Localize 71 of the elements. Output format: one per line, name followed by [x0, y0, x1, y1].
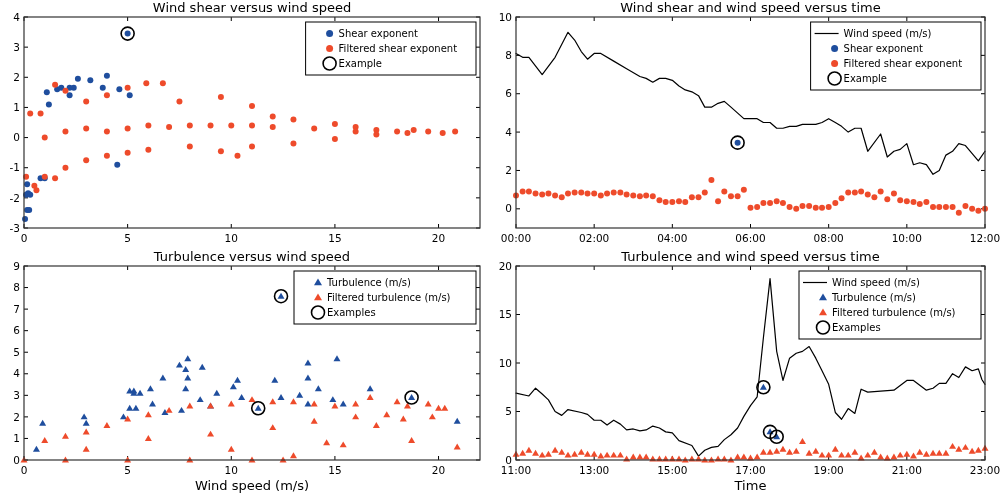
- x-tick-label: 15: [328, 464, 342, 476]
- chart-title: Turbulence versus wind speed: [152, 249, 351, 264]
- legend-label: Wind speed (m/s): [843, 28, 932, 39]
- y-tick-label: -1: [9, 161, 20, 174]
- legend-label: Shear exponent: [843, 43, 924, 54]
- y-tick-label: 7: [13, 302, 20, 315]
- y-tick-label: 4: [13, 10, 21, 23]
- y-tick-label: 2: [505, 164, 512, 177]
- x-tick-label: 23:00: [969, 464, 1001, 476]
- x-tick-label: 10: [224, 232, 238, 244]
- y-tick-label: 5: [505, 405, 512, 418]
- x-tick-label: 5: [124, 464, 131, 476]
- y-tick-label: 3: [13, 389, 20, 402]
- x-tick-label: 00:00: [500, 232, 532, 244]
- y-tick-label: 8: [13, 281, 20, 294]
- y-tick-label: 4: [505, 125, 513, 138]
- y-tick-label: 1: [13, 101, 20, 114]
- chart-title: Turbulence and wind speed versus time: [620, 249, 880, 264]
- y-tick-label: 10: [498, 356, 512, 369]
- x-tick-label: 02:00: [579, 232, 610, 244]
- y-tick-label: 0: [13, 453, 20, 466]
- y-tick-label: 0: [505, 453, 512, 466]
- y-tick-label: 3: [13, 40, 20, 53]
- x-axis-title: Wind speed (m/s): [194, 478, 310, 493]
- y-tick-label: 6: [13, 324, 21, 337]
- x-tick-label: 21:00: [891, 464, 922, 476]
- legend-label: Example: [338, 58, 382, 69]
- x-tick-label: 06:00: [735, 232, 766, 244]
- y-tick-label: 8: [505, 49, 512, 62]
- chart-title: Wind shear and wind speed versus time: [620, 0, 881, 15]
- x-tick-label: 20: [431, 232, 446, 244]
- legend-label: Filtered shear exponent: [338, 43, 458, 54]
- y-tick-label: 6: [505, 87, 513, 100]
- x-tick-label: 13:00: [579, 464, 610, 476]
- legend-label: Filtered turbulence (m/s): [327, 292, 451, 303]
- y-tick-label: 2: [13, 70, 20, 83]
- x-tick-label: 10:00: [891, 232, 922, 244]
- y-tick-label: 2: [13, 410, 20, 423]
- legend-label: Filtered shear exponent: [843, 58, 963, 69]
- x-tick-label: 08:00: [813, 232, 844, 244]
- y-tick-label: 10: [498, 10, 512, 23]
- legend-label: Examples: [832, 322, 881, 333]
- x-tick-label: 15:00: [657, 464, 688, 476]
- x-tick-label: 15: [328, 232, 342, 244]
- legend-label: Wind speed (m/s): [832, 277, 920, 288]
- y-tick-label: 15: [498, 308, 512, 321]
- chart-title: Wind shear versus wind speed: [152, 0, 352, 15]
- legend-label: Turbulence (m/s): [831, 292, 917, 303]
- x-tick-label: 19:00: [813, 464, 844, 476]
- y-tick-label: 1: [13, 432, 20, 445]
- x-tick-label: 11:00: [500, 464, 532, 476]
- x-tick-label: 17:00: [735, 464, 766, 476]
- legend-label: Examples: [327, 307, 376, 318]
- x-tick-label: 10: [224, 464, 238, 476]
- x-tick-label: 20: [431, 464, 446, 476]
- y-tick-label: 0: [505, 202, 512, 215]
- x-axis-title: Time: [733, 478, 767, 493]
- legend-label: Shear exponent: [338, 28, 419, 39]
- legend-label: Example: [843, 73, 887, 84]
- y-tick-label: 20: [498, 259, 512, 272]
- y-tick-label: -2: [9, 191, 20, 204]
- y-tick-label: 0: [13, 131, 20, 144]
- y-tick-label: -3: [9, 221, 20, 234]
- x-tick-label: 04:00: [657, 232, 688, 244]
- x-tick-label: 5: [124, 232, 131, 244]
- y-tick-label: 4: [13, 367, 21, 380]
- y-tick-label: 5: [13, 345, 20, 358]
- legend-label: Filtered turbulence (m/s): [832, 307, 956, 318]
- x-tick-label: 12:00: [969, 232, 1001, 244]
- y-tick-label: 9: [13, 259, 20, 272]
- legend-label: Turbulence (m/s): [326, 277, 412, 288]
